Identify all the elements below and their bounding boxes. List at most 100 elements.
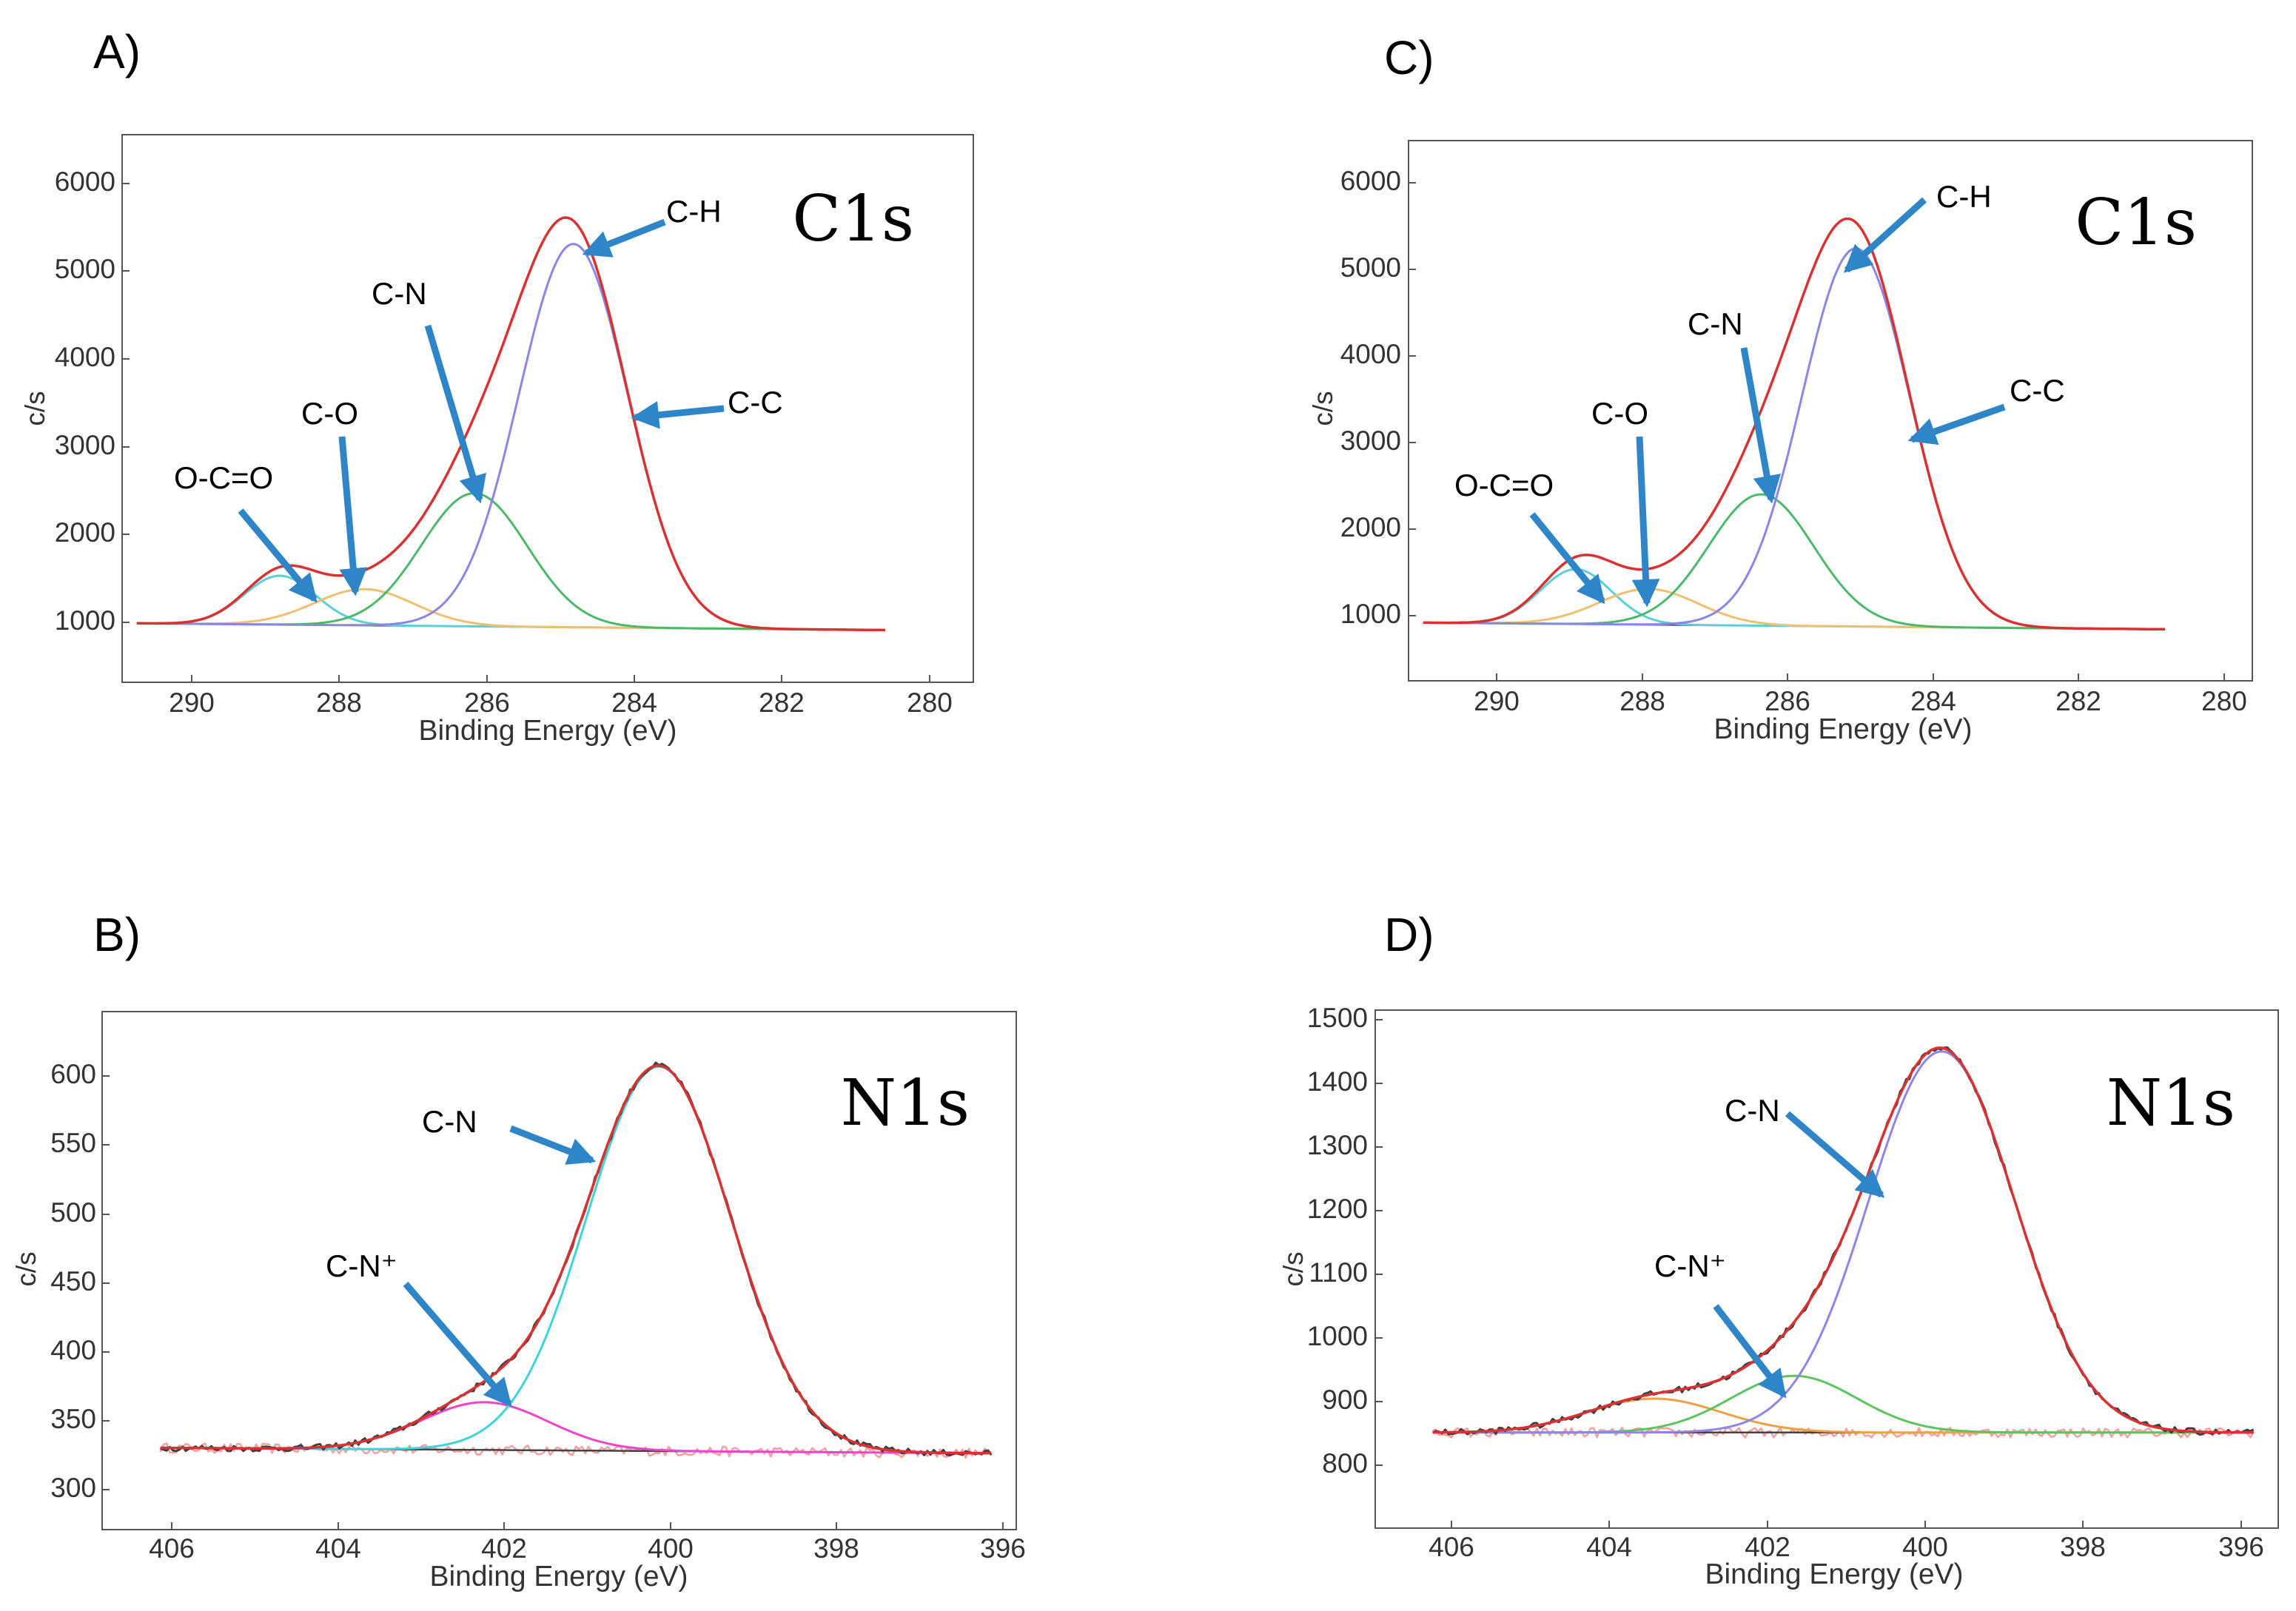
annotation-label-c: C-O	[1591, 396, 1648, 431]
y-tick-label-b: 300	[50, 1473, 96, 1503]
x-tick-282-a: 282	[759, 675, 805, 718]
x-tick-280-c: 280	[2201, 673, 2247, 716]
annotation-c-h-a: C-H	[582, 194, 722, 258]
x-tick-290-a: 290	[169, 675, 215, 718]
y-tick-label-d: 800	[1322, 1448, 1368, 1479]
panel-a: A) 1000 2000 3000 4000 5000 6000 290 288…	[20, 25, 974, 747]
annotation-c-n-d: C-N	[1725, 1093, 1885, 1198]
y-tick-label-d: 1300	[1307, 1130, 1368, 1160]
x-tick-label-c: 286	[1765, 686, 1810, 716]
y-tick-label-c: 4000	[1340, 339, 1401, 369]
x-tick-label-b: 396	[980, 1533, 1026, 1564]
annotation-label-a: C-C	[728, 385, 783, 420]
y-axis-c: 1000 2000 3000 4000 5000 6000	[1340, 166, 1416, 629]
x-tick-label-d: 404	[1586, 1532, 1632, 1562]
x-tick-label-a: 282	[759, 687, 805, 718]
y-tick-label-d: 1100	[1309, 1257, 1368, 1288]
y-tick-1200-d: 1200	[1307, 1194, 1383, 1224]
y-tick-350-b: 350	[50, 1404, 110, 1434]
x-tick-label-d: 406	[1429, 1532, 1474, 1562]
x-tick-label-c: 282	[2055, 686, 2101, 716]
y-tick-5000-a: 5000	[55, 254, 130, 284]
y-tick-1000-d: 1000	[1307, 1321, 1383, 1351]
x-tick-label-c: 284	[1910, 686, 1956, 716]
x-tick-label-c: 280	[2201, 686, 2247, 716]
annotation-c-o-c: C-O	[1591, 396, 1660, 608]
y-tick-label-b: 600	[50, 1059, 96, 1089]
y-tick-6000-a: 6000	[55, 167, 130, 197]
x-tick-label-a: 290	[169, 687, 215, 718]
y-axis-label-d: c/s	[1278, 1251, 1309, 1286]
x-tick-label-d: 402	[1745, 1532, 1790, 1562]
x-tick-290-c: 290	[1474, 673, 1520, 716]
region-title-a: C1s	[792, 182, 914, 256]
y-tick-1500-d: 1500	[1307, 1003, 1383, 1033]
curves-c	[1423, 217, 2166, 631]
annotation-c-c-c: C-C	[1907, 373, 2065, 445]
curves-a	[136, 216, 885, 632]
y-axis-label-a: c/s	[20, 391, 50, 426]
y-tick-5000-c: 5000	[1340, 252, 1416, 283]
annotation-label-d: C-N	[1725, 1093, 1780, 1128]
y-tick-label-b: 350	[50, 1404, 96, 1434]
envelope-line-b	[160, 1064, 992, 1455]
annotation-label-b: C-N	[422, 1104, 477, 1139]
y-axis-a: 1000 2000 3000 4000 5000 6000	[55, 167, 130, 636]
annotation-o-c-o-c: O-C=O	[1454, 468, 1605, 605]
annotation-c-n-plus-d: C-N⁺	[1654, 1248, 1787, 1399]
panel-label-b: B)	[93, 908, 141, 961]
y-tick-1000-c: 1000	[1340, 599, 1416, 629]
x-tick-398-b: 398	[813, 1522, 859, 1564]
x-tick-280-a: 280	[907, 675, 953, 718]
panel-d: D) 800 900 1000 1100 1200 1300 1400 1500…	[1278, 908, 2279, 1590]
x-tick-284-a: 284	[611, 675, 657, 718]
y-tick-4000-a: 4000	[55, 342, 130, 372]
y-tick-600-b: 600	[50, 1059, 110, 1089]
y-tick-label-c: 6000	[1340, 166, 1401, 196]
annotation-label-a: C-O	[301, 396, 358, 431]
y-tick-3000-a: 3000	[55, 430, 130, 460]
panel-label-d: D)	[1384, 908, 1434, 961]
y-tick-550-b: 550	[50, 1128, 110, 1158]
y-tick-300-b: 300	[50, 1473, 110, 1503]
annotation-label-c: C-C	[2010, 373, 2065, 408]
y-tick-label-a: 4000	[55, 342, 115, 372]
annotation-o-c-o-a: O-C=O	[174, 460, 318, 603]
y-tick-500-b: 500	[50, 1197, 110, 1228]
x-tick-label-d: 398	[2060, 1532, 2106, 1562]
x-tick-label-b: 398	[813, 1533, 859, 1564]
y-tick-1300-d: 1300	[1307, 1130, 1383, 1160]
x-axis-label-a: Binding Energy (eV)	[418, 715, 677, 747]
x-tick-286-c: 286	[1765, 673, 1810, 716]
annotation-label-c: C-N	[1688, 306, 1743, 341]
y-tick-label-a: 5000	[55, 254, 115, 284]
y-tick-label-d: 1400	[1307, 1066, 1368, 1097]
annotation-c-o-a: C-O	[301, 396, 368, 596]
envelope-line-a	[136, 216, 885, 632]
annotation-c-h-c: C-H	[1843, 179, 1992, 273]
y-tick-label-d: 1000	[1307, 1321, 1368, 1351]
x-axis-a: 290 288 286 284 282 280	[169, 675, 953, 718]
annotation-c-n-plus-b: C-N⁺	[326, 1248, 512, 1407]
x-tick-label-d: 400	[1902, 1532, 1948, 1562]
y-axis-label-c: c/s	[1308, 391, 1338, 426]
x-tick-404-b: 404	[315, 1522, 361, 1564]
y-tick-label-b: 550	[50, 1128, 96, 1158]
y-tick-label-a: 3000	[55, 430, 115, 460]
region-title-c: C1s	[2075, 186, 2197, 260]
y-tick-2000-c: 2000	[1340, 512, 1416, 542]
x-tick-284-c: 284	[1910, 673, 1956, 716]
annotation-c-n-a: C-N	[372, 276, 486, 504]
y-tick-2000-a: 2000	[55, 517, 130, 548]
y-tick-label-a: 2000	[55, 517, 115, 548]
annotation-label-b: C-N⁺	[326, 1248, 397, 1283]
y-axis-d: 800 900 1000 1100 1200 1300 1400 1500	[1307, 1003, 1383, 1479]
x-tick-396-d: 396	[2218, 1521, 2264, 1562]
y-tick-4000-c: 4000	[1340, 339, 1416, 369]
envelope-line-c	[1423, 217, 2166, 631]
x-tick-label-b: 406	[149, 1533, 195, 1564]
x-axis-label-d: Binding Energy (eV)	[1705, 1558, 1963, 1590]
y-tick-1100-d: 1100	[1309, 1257, 1383, 1288]
y-axis-b: 300 350 400 450 500 550 600	[50, 1059, 110, 1503]
